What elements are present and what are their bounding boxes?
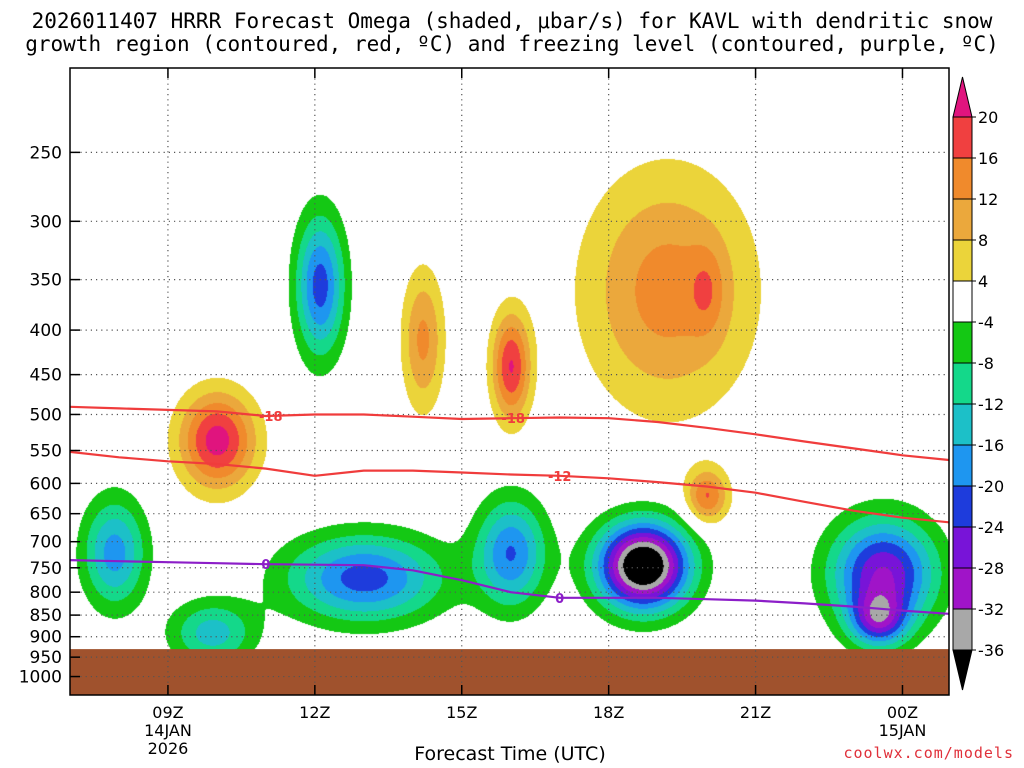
grid-lines [70, 68, 949, 695]
y-tick-label: 800 [30, 583, 62, 603]
y-tick-label: 650 [30, 505, 62, 525]
credit-text: coolwx.com/models [843, 744, 1014, 762]
x-axis-label: Forecast Time (UTC) [414, 743, 606, 765]
colorbar-tick-label: -16 [978, 436, 1004, 455]
colorbar-tick-label: -28 [978, 559, 1004, 578]
y-tick-label: 350 [30, 271, 62, 291]
contour-line--12 [70, 450, 949, 524]
omega-shading [70, 68, 949, 695]
colorbar-swatch [952, 321, 973, 364]
y-tick-label: 300 [30, 212, 62, 232]
x-tick-date: 15JAN [879, 721, 927, 740]
x-tick-label: 00Z [887, 703, 918, 722]
y-tick-label: 750 [30, 559, 62, 579]
x-tick-label: 21Z [740, 703, 771, 722]
x-tick-label: 15Z [446, 703, 477, 722]
colorbar-swatch [952, 567, 973, 610]
y-tick-label: 500 [30, 405, 62, 425]
colorbar-top-triangle [952, 76, 973, 118]
y-tick-label: 700 [30, 533, 62, 553]
colorbar-tick-label: 12 [978, 190, 998, 209]
y-tick-label: 400 [30, 321, 62, 341]
colorbar-tick-label: 8 [978, 231, 988, 250]
y-tick-label: 950 [30, 648, 62, 668]
contour-labels: -18 -18 -12 0 0 [259, 410, 572, 607]
colorbar-swatch [952, 362, 973, 405]
colorbar-swatch [952, 280, 973, 323]
colorbar-tick-label: -32 [978, 600, 1004, 619]
colorbar-swatch [952, 239, 973, 282]
colorbar-swatch [952, 608, 973, 651]
contour-line-0 [70, 559, 949, 615]
chart-title-line-1: 2026011407 HRRR Forecast Omega (shaded, … [31, 9, 993, 33]
contour-label: -12 [548, 470, 572, 485]
contour-label: -18 [259, 410, 283, 425]
y-tick-label: 900 [30, 628, 62, 648]
ground-fill [70, 649, 949, 695]
y-tick-label: 250 [30, 143, 62, 163]
colorbar-swatch [952, 403, 973, 446]
colorbar-tick-label: -8 [978, 354, 994, 373]
contour-line--18 [70, 405, 949, 462]
y-tick-label: 600 [30, 474, 62, 494]
colorbar-swatch [952, 116, 973, 159]
colorbar-tick-label: 4 [978, 272, 988, 291]
y-tick-label: 450 [30, 366, 62, 386]
x-tick-label: 09Z [152, 703, 183, 722]
y-axis: 2503003504004505005506006507007508008509… [19, 143, 80, 688]
x-tick-label: 12Z [299, 703, 330, 722]
plot-frame [69, 67, 950, 696]
contour-label: -18 [501, 412, 525, 427]
y-tick-label: 850 [30, 606, 62, 626]
chart-title-line-2: growth region (contoured, red, ºC) and f… [25, 32, 999, 56]
colorbar: 20 16 12 8 4 -4 -8 -12 -16 -20 -24 -28 -32 -36 [952, 76, 1004, 691]
colorbar-swatch [952, 444, 973, 487]
y-tick-label: 550 [30, 442, 62, 462]
colorbar-bottom-triangle [952, 649, 973, 691]
x-tick-label: 18Z [593, 703, 624, 722]
contour-label: 0 [261, 558, 270, 573]
colorbar-swatch [952, 157, 973, 200]
colorbar-tick-label: -12 [978, 395, 1004, 414]
colorbar-tick-label: -4 [978, 313, 994, 332]
colorbar-tick-label: -24 [978, 518, 1004, 537]
colorbar-tick-label: 20 [978, 108, 998, 127]
temperature-contours [70, 405, 949, 615]
colorbar-swatch [952, 198, 973, 241]
y-tick-label: 1000 [19, 668, 62, 688]
colorbar-tick-label: -20 [978, 477, 1004, 496]
colorbar-tick-label: -36 [978, 641, 1004, 660]
colorbar-tick-label: 16 [978, 149, 998, 168]
colorbar-swatch [952, 526, 973, 569]
x-tick-date: 14JAN [144, 721, 192, 740]
contour-label: 0 [555, 592, 564, 607]
colorbar-swatch [952, 485, 973, 528]
x-tick-year: 2026 [148, 739, 189, 758]
